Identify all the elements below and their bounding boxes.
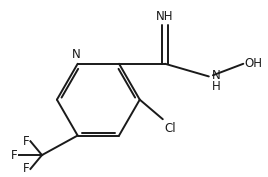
- Text: OH: OH: [244, 57, 262, 70]
- Text: H: H: [212, 80, 221, 93]
- Text: Cl: Cl: [164, 122, 176, 135]
- Text: N: N: [72, 48, 81, 61]
- Text: F: F: [11, 149, 18, 162]
- Text: N: N: [212, 69, 221, 82]
- Text: F: F: [23, 162, 29, 175]
- Text: NH: NH: [156, 10, 174, 23]
- Text: F: F: [23, 135, 29, 148]
